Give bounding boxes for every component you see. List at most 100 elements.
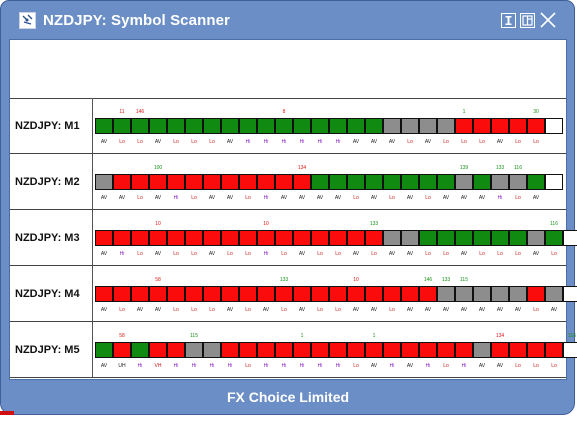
signal-level-label: AV: [298, 195, 306, 201]
signal-level-label: Hi: [335, 139, 341, 145]
signal-level-label: Hi: [245, 139, 251, 145]
signal-count: 146: [423, 277, 433, 283]
signal-level-label: AV: [280, 195, 288, 201]
signal-cell: [131, 118, 149, 134]
signal-count: 10: [263, 221, 269, 227]
signal-level-label: AV: [100, 251, 108, 257]
signal-level-label: AV: [496, 139, 504, 145]
signal-level-label: AV: [154, 307, 162, 313]
signal-level-label: AV: [496, 363, 504, 369]
signal-level-label: AV: [226, 307, 234, 313]
signal-level-label: AV: [460, 195, 468, 201]
signal-cell: [275, 286, 293, 302]
signal-cell: [437, 118, 455, 134]
desktop-red-mark: [0, 411, 14, 415]
signal-cell: [365, 174, 383, 190]
row-label: NZDJPY: M3: [15, 232, 80, 244]
signal-level-label: AV: [226, 195, 234, 201]
signal-level-label: Lo: [497, 251, 503, 257]
signal-count: 58: [155, 277, 161, 283]
signal-cell: [383, 342, 401, 358]
signal-level-label: AV: [406, 195, 414, 201]
signal-cell: [419, 118, 437, 134]
signal-level-label: Lo: [551, 363, 557, 369]
signal-count: 1: [462, 109, 466, 115]
signal-cell: [437, 230, 455, 246]
signal-level-label: Hi: [299, 139, 305, 145]
row-label: NZDJPY: M1: [15, 120, 80, 132]
signal-count: 1: [300, 333, 304, 339]
signal-cell: [113, 230, 131, 246]
header-area: [10, 40, 566, 99]
signal-level-label: AV: [370, 307, 378, 313]
signal-cell: [455, 230, 473, 246]
signal-count: 116: [514, 165, 522, 171]
signal-cell: [383, 174, 401, 190]
signal-count: 146: [135, 109, 145, 115]
signal-level-label: Lo: [119, 139, 125, 145]
signal-cell: [149, 174, 167, 190]
signal-cell: [491, 230, 509, 246]
signal-count: 10: [353, 277, 359, 283]
info-button[interactable]: [501, 13, 516, 28]
signal-cell: [455, 342, 473, 358]
signal-cell: [455, 118, 473, 134]
title-bar[interactable]: NZDJPY: Symbol Scanner: [5, 5, 570, 31]
signal-level-label: Lo: [209, 307, 215, 313]
signal-cell: [473, 118, 491, 134]
scanner-row: NZDJPY: M5 58 115 1 1 134 116 AV UH Hi VH Hi Hi Hi Hi L…: [10, 322, 577, 378]
signal-level-label: VH: [154, 363, 162, 369]
scanner-row: NZDJPY: M2 100 134 139 133 116 AV AV Lo AV Hi Lo AV A…: [10, 154, 566, 210]
signal-cell: [347, 118, 365, 134]
signal-level-label: AV: [514, 307, 522, 313]
signal-level-label: Lo: [335, 251, 341, 257]
signal-level-label: AV: [118, 195, 126, 201]
signal-count: 100: [153, 165, 163, 171]
signal-cell: [365, 342, 383, 358]
signal-level-label: AV: [478, 307, 486, 313]
info-icon: [505, 16, 512, 25]
signal-cell: [329, 174, 347, 190]
signal-cell: [473, 230, 491, 246]
signal-level-label: Hi: [137, 363, 143, 369]
signal-cell: [185, 230, 203, 246]
signal-level-label: Lo: [389, 195, 395, 201]
signal-cell: [455, 174, 473, 190]
signal-level-label: AV: [100, 195, 108, 201]
signal-level-label: Lo: [245, 363, 251, 369]
row-divider: [92, 322, 93, 377]
signal-level-label: Hi: [263, 363, 269, 369]
signal-count: 115: [460, 277, 468, 283]
close-button[interactable]: [539, 11, 557, 29]
signal-cell: [401, 118, 419, 134]
signal-level-label: AV: [442, 307, 450, 313]
signal-level-label: Hi: [209, 363, 215, 369]
signal-cell: [293, 230, 311, 246]
signal-cell: [401, 286, 419, 302]
signal-cell: [347, 342, 365, 358]
signal-level-label: AV: [388, 139, 396, 145]
signal-level-label: AV: [154, 139, 162, 145]
signal-cell: [437, 286, 455, 302]
signal-level-label: Lo: [353, 195, 359, 201]
signal-level-label: Lo: [353, 363, 359, 369]
signal-level-label: AV: [478, 195, 486, 201]
signal-cell: [167, 286, 185, 302]
signal-cell: [419, 230, 437, 246]
signal-level-label: Lo: [443, 251, 449, 257]
signal-level-label: Lo: [137, 139, 143, 145]
signal-cell: [509, 286, 527, 302]
signal-level-label: Lo: [281, 307, 287, 313]
signal-cell: [419, 342, 437, 358]
signal-level-label: Lo: [173, 251, 179, 257]
signal-cell: [239, 286, 257, 302]
layout-button[interactable]: [520, 13, 535, 28]
signal-cell: [203, 174, 221, 190]
signal-level-label: Lo: [245, 195, 251, 201]
signal-count: 139: [459, 165, 469, 171]
signal-level-label: Lo: [209, 139, 215, 145]
signal-cell: [563, 286, 577, 302]
signal-cell: [239, 118, 257, 134]
signal-level-label: AV: [370, 139, 378, 145]
